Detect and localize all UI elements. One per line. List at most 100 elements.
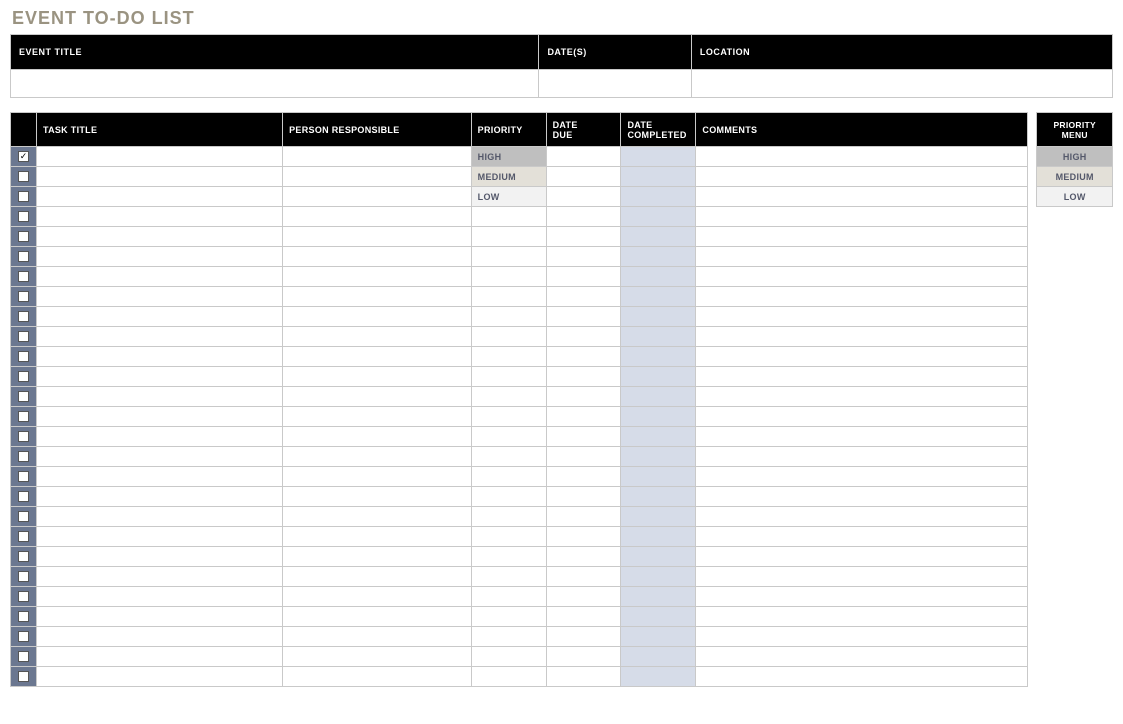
task-checkbox[interactable] [11, 567, 37, 587]
task-comments[interactable] [696, 587, 1028, 607]
task-person[interactable] [283, 307, 472, 327]
task-date-due[interactable] [546, 587, 621, 607]
task-priority[interactable] [471, 227, 546, 247]
task-date-completed[interactable] [621, 567, 696, 587]
task-date-completed[interactable] [621, 407, 696, 427]
task-person[interactable] [283, 527, 472, 547]
checkbox-icon[interactable] [18, 571, 29, 582]
checkbox-icon[interactable] [18, 411, 29, 422]
checkbox-icon[interactable] [18, 511, 29, 522]
task-priority[interactable] [471, 527, 546, 547]
task-task-title[interactable] [36, 567, 282, 587]
task-priority[interactable] [471, 467, 546, 487]
task-task-title[interactable] [36, 367, 282, 387]
task-person[interactable] [283, 427, 472, 447]
task-task-title[interactable] [36, 307, 282, 327]
task-comments[interactable] [696, 547, 1028, 567]
task-person[interactable] [283, 227, 472, 247]
task-checkbox[interactable] [11, 327, 37, 347]
task-task-title[interactable] [36, 647, 282, 667]
task-checkbox[interactable] [11, 367, 37, 387]
task-date-due[interactable] [546, 387, 621, 407]
task-person[interactable] [283, 327, 472, 347]
task-checkbox[interactable] [11, 427, 37, 447]
task-task-title[interactable] [36, 507, 282, 527]
task-priority[interactable]: MEDIUM [471, 167, 546, 187]
task-comments[interactable] [696, 447, 1028, 467]
task-date-due[interactable] [546, 427, 621, 447]
task-date-due[interactable] [546, 447, 621, 467]
checkbox-icon[interactable] [18, 271, 29, 282]
task-date-due[interactable] [546, 667, 621, 687]
task-checkbox[interactable] [11, 547, 37, 567]
task-person[interactable] [283, 647, 472, 667]
task-checkbox[interactable] [11, 347, 37, 367]
task-date-completed[interactable] [621, 427, 696, 447]
task-date-due[interactable] [546, 187, 621, 207]
checkbox-icon[interactable] [18, 591, 29, 602]
task-date-completed[interactable] [621, 247, 696, 267]
task-comments[interactable] [696, 347, 1028, 367]
task-comments[interactable] [696, 407, 1028, 427]
task-date-due[interactable] [546, 347, 621, 367]
task-date-completed[interactable] [621, 147, 696, 167]
task-checkbox[interactable] [11, 267, 37, 287]
task-comments[interactable] [696, 567, 1028, 587]
task-comments[interactable] [696, 267, 1028, 287]
checkbox-icon[interactable] [18, 451, 29, 462]
task-date-due[interactable] [546, 167, 621, 187]
task-person[interactable] [283, 207, 472, 227]
task-comments[interactable] [696, 627, 1028, 647]
task-checkbox[interactable] [11, 307, 37, 327]
task-priority[interactable] [471, 307, 546, 327]
task-date-due[interactable] [546, 367, 621, 387]
task-person[interactable] [283, 467, 472, 487]
checkbox-icon[interactable] [18, 251, 29, 262]
task-comments[interactable] [696, 527, 1028, 547]
checkbox-icon[interactable] [18, 311, 29, 322]
task-person[interactable] [283, 287, 472, 307]
task-date-completed[interactable] [621, 627, 696, 647]
task-task-title[interactable] [36, 327, 282, 347]
task-date-due[interactable] [546, 507, 621, 527]
checkbox-icon[interactable] [18, 371, 29, 382]
task-comments[interactable] [696, 227, 1028, 247]
task-priority[interactable] [471, 387, 546, 407]
task-checkbox[interactable] [11, 607, 37, 627]
task-task-title[interactable] [36, 487, 282, 507]
task-priority[interactable]: LOW [471, 187, 546, 207]
task-checkbox[interactable] [11, 487, 37, 507]
checkbox-icon[interactable] [18, 651, 29, 662]
event-info-event_title[interactable] [11, 70, 539, 98]
task-comments[interactable] [696, 307, 1028, 327]
task-person[interactable] [283, 367, 472, 387]
task-comments[interactable] [696, 167, 1028, 187]
task-task-title[interactable] [36, 227, 282, 247]
task-priority[interactable] [471, 327, 546, 347]
task-comments[interactable] [696, 147, 1028, 167]
checkbox-icon[interactable] [18, 431, 29, 442]
task-date-completed[interactable] [621, 467, 696, 487]
task-date-due[interactable] [546, 487, 621, 507]
task-comments[interactable] [696, 607, 1028, 627]
task-priority[interactable] [471, 427, 546, 447]
checkbox-icon[interactable]: ✓ [18, 151, 29, 162]
task-priority[interactable] [471, 447, 546, 467]
event-info-location[interactable] [691, 70, 1112, 98]
task-date-due[interactable] [546, 327, 621, 347]
checkbox-icon[interactable] [18, 191, 29, 202]
checkbox-icon[interactable] [18, 471, 29, 482]
task-person[interactable] [283, 627, 472, 647]
task-date-completed[interactable] [621, 387, 696, 407]
task-date-due[interactable] [546, 567, 621, 587]
task-date-due[interactable] [546, 527, 621, 547]
task-task-title[interactable] [36, 187, 282, 207]
task-priority[interactable] [471, 607, 546, 627]
task-priority[interactable] [471, 267, 546, 287]
task-date-due[interactable] [546, 267, 621, 287]
task-priority[interactable] [471, 667, 546, 687]
task-date-due[interactable] [546, 467, 621, 487]
task-date-due[interactable] [546, 307, 621, 327]
task-date-completed[interactable] [621, 287, 696, 307]
task-checkbox[interactable] [11, 227, 37, 247]
